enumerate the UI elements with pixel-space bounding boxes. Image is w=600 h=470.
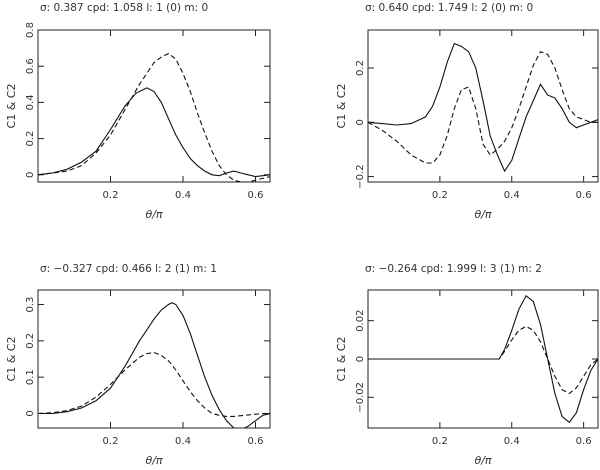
- series-line-c1: [368, 42, 598, 173]
- m-value: 0: [523, 2, 533, 14]
- l-label: l:: [477, 263, 487, 275]
- x-tick-label: 0.2: [432, 190, 448, 201]
- x-tick-label: 0.6: [248, 190, 264, 201]
- y-tick-label: 0.2: [25, 131, 36, 147]
- y-axis-label: C1 & C2: [5, 337, 18, 382]
- y-tick-label: −0.02: [355, 382, 366, 413]
- sigma-value: −0.264: [375, 263, 418, 275]
- sigma-label: σ:: [40, 263, 50, 275]
- cpd-label: cpd:: [417, 263, 443, 275]
- sigma-label: σ:: [40, 2, 50, 14]
- series-line-c2: [368, 325, 598, 395]
- sigma-label: σ:: [365, 263, 375, 275]
- y-tick-label: 0.2: [355, 60, 366, 76]
- x-tick-label: 0.4: [175, 190, 191, 201]
- x-axis-label: θ/π: [145, 454, 162, 467]
- m-value: 1: [207, 263, 217, 275]
- m-label: m:: [506, 2, 523, 14]
- y-tick-label: 0: [25, 410, 36, 416]
- x-tick-label: 0.2: [432, 436, 448, 447]
- chart-panel-4: σ: −0.264 cpd: 1.999 l: 3 (1) m: 2 −0.02 0…: [335, 263, 599, 467]
- panel-header: σ: −0.264 cpd: 1.999 l: 3 (1) m: 2: [365, 263, 542, 275]
- cpd-value: 1.999: [443, 263, 476, 275]
- plot-frame: [367, 29, 599, 183]
- x-tick-label: 0.6: [576, 436, 592, 447]
- y-tick-label: 0.02: [355, 310, 366, 332]
- l-value: 1 (0): [153, 2, 181, 14]
- x-tick-label: 0.2: [103, 436, 119, 447]
- sigma-label: σ:: [365, 2, 375, 14]
- y-tick-label: 0: [355, 119, 366, 125]
- sigma-value: 0.387: [50, 2, 83, 14]
- chart-panel-3: σ: −0.327 cpd: 0.466 l: 2 (1) m: 1 0 0.1 0.…: [5, 263, 271, 467]
- l-label: l:: [468, 2, 478, 14]
- y-tick-label: 0.8: [25, 22, 36, 38]
- cpd-value: 0.466: [118, 263, 152, 275]
- x-tick-label: 0.2: [103, 190, 119, 201]
- l-value: 3 (1): [487, 263, 515, 275]
- sigma-value: 0.640: [375, 2, 408, 14]
- panel-header: σ: 0.387 cpd: 1.058 l: 1 (0) m: 0: [40, 2, 208, 14]
- l-value: 2 (0): [478, 2, 506, 14]
- plot-frame: [37, 29, 271, 183]
- l-label: l:: [143, 2, 153, 14]
- cpd-value: 1.749: [435, 2, 468, 14]
- m-label: m:: [515, 263, 532, 275]
- series-line-c2: [368, 51, 598, 164]
- series-line-c2: [38, 351, 270, 417]
- plot-frame: [37, 289, 271, 429]
- x-axis-label: θ/π: [474, 208, 491, 221]
- y-tick-label: 0.4: [25, 94, 36, 110]
- l-value: 2 (1): [162, 263, 190, 275]
- x-axis-label: θ/π: [145, 208, 162, 221]
- series-line-c2: [38, 52, 270, 182]
- y-tick-label: 0.2: [25, 333, 36, 349]
- y-axis-label: C1 & C2: [5, 84, 18, 129]
- y-tick-label: 0.1: [25, 369, 36, 385]
- m-label: m:: [181, 2, 198, 14]
- cpd-value: 1.058: [110, 2, 143, 14]
- chart-panel-2: σ: 0.640 cpd: 1.749 l: 2 (0) m: 0 −0.2 0 0.…: [335, 2, 599, 221]
- y-tick-label: 0.6: [25, 58, 36, 74]
- l-label: l:: [152, 263, 162, 275]
- y-axis-label: C1 & C2: [335, 84, 348, 129]
- y-tick-label: 0: [25, 172, 36, 178]
- y-tick-label: 0: [355, 356, 366, 362]
- m-value: 0: [198, 2, 208, 14]
- chart-panel-1: σ: 0.387 cpd: 1.058 l: 1 (0) m: 000.20.4…: [5, 2, 271, 221]
- x-axis-label: θ/π: [474, 454, 491, 467]
- cpd-label: cpd:: [84, 2, 110, 14]
- cpd-label: cpd:: [409, 2, 435, 14]
- y-tick-label: 0.3: [25, 297, 36, 313]
- sigma-value: −0.327: [50, 263, 92, 275]
- cpd-label: cpd:: [92, 263, 118, 275]
- panel-header: σ: 0.640 cpd: 1.749 l: 2 (0) m: 0: [365, 2, 533, 14]
- series-line-c1: [38, 87, 270, 178]
- m-value: 2: [532, 263, 542, 275]
- panel-header: σ: −0.327 cpd: 0.466 l: 2 (1) m: 1: [40, 263, 217, 275]
- x-tick-label: 0.6: [248, 436, 264, 447]
- x-tick-label: 0.4: [504, 190, 520, 201]
- x-tick-label: 0.6: [576, 190, 592, 201]
- series-line-c1: [38, 302, 270, 428]
- x-tick-label: 0.4: [504, 436, 520, 447]
- x-tick-label: 0.4: [175, 436, 191, 447]
- m-label: m:: [190, 263, 207, 275]
- y-axis-label: C1 & C2: [335, 337, 348, 382]
- y-tick-label: −0.2: [355, 164, 366, 188]
